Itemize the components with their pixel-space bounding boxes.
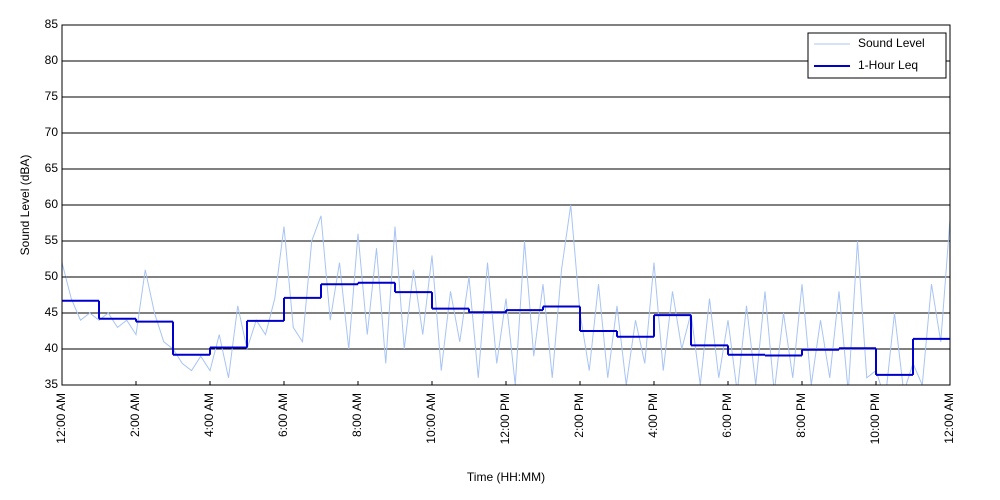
y-tick-label: 35 (45, 377, 59, 391)
x-tick-label: 6:00 AM (276, 393, 290, 437)
y-tick-label: 60 (45, 197, 59, 211)
x-tick-label: 6:00 PM (720, 393, 734, 438)
axes: 35 40 45 50 55 60 65 70 75 80 85 12:00 AM 2:00 AM 4:0… (45, 17, 957, 444)
y-tick-label: 70 (45, 125, 59, 139)
x-tick-label: 12:00 AM (54, 393, 68, 444)
x-tick-label: 12:00 PM (498, 393, 512, 444)
x-tick-label: 10:00 PM (868, 393, 882, 444)
x-tick-label: 2:00 AM (128, 393, 142, 437)
y-tick-label: 65 (45, 161, 59, 175)
x-tick-label: 8:00 PM (794, 393, 808, 438)
legend-label: Sound Level (858, 36, 925, 50)
y-tick-label: 85 (45, 17, 59, 31)
data-line (62, 204, 950, 385)
legend-label: 1-Hour Leq (858, 58, 918, 72)
x-tick-label: 10:00 AM (424, 393, 438, 444)
x-tick-label: 4:00 PM (646, 393, 660, 438)
x-axis-label: Time (HH:MM) (467, 470, 545, 484)
y-tick-label: 40 (45, 341, 59, 355)
legend-box (807, 32, 947, 79)
plot (62, 204, 950, 385)
y-tick-label: 75 (45, 89, 59, 103)
y-tick-label: 55 (45, 233, 59, 247)
y-tick-label: 80 (45, 53, 59, 67)
x-tick-label: 2:00 PM (572, 393, 586, 438)
x-tick-label: 8:00 AM (350, 393, 364, 437)
legend: Sound Level 1-Hour Leq (807, 32, 947, 79)
x-tick-label: 12:00 AM (942, 393, 956, 444)
y-tick-label: 50 (45, 269, 59, 283)
x-tick-label: 4:00 AM (202, 393, 216, 437)
y-tick-label: 45 (45, 305, 59, 319)
y-axis-label: Sound Level (dBA) (18, 155, 32, 256)
